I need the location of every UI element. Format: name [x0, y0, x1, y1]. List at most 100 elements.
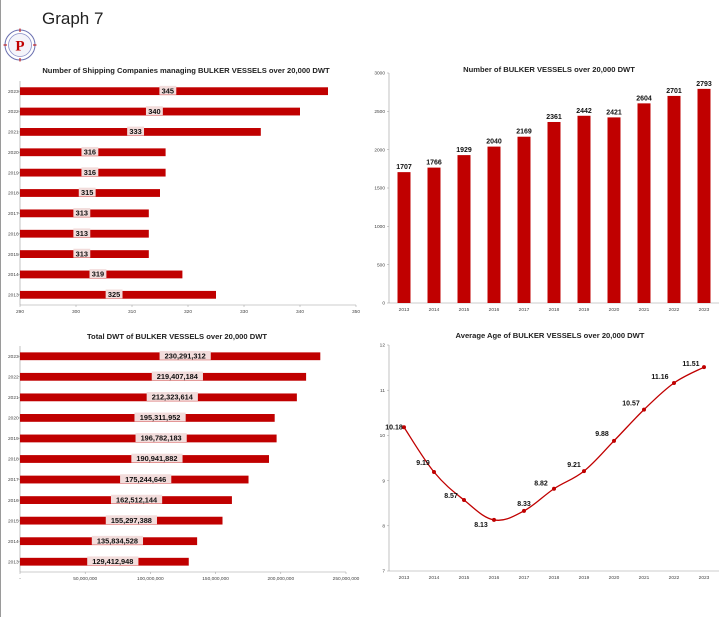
data-label: 313: [76, 229, 88, 238]
bar: [427, 167, 441, 303]
y-tick-label: 2023: [8, 354, 19, 360]
data-label: 316: [84, 147, 96, 156]
y-tick-label: 2019: [8, 436, 19, 442]
data-label-background: [134, 412, 186, 422]
data-label: 195,311,952: [140, 413, 181, 422]
chart-average-age: Average Age of BULKER VESSELS over 20,00…: [380, 331, 719, 581]
bar: [517, 136, 531, 303]
chart-title: Total DWT of BULKER VESSELS over 20,000 …: [87, 332, 267, 341]
data-label: 129,412,948: [92, 557, 133, 566]
bar: [637, 103, 651, 303]
chart-title: Number of Shipping Companies managing BU…: [42, 66, 330, 75]
y-tick-label: 3000: [374, 71, 385, 77]
x-tick-label: 330: [240, 309, 248, 315]
y-tick-label: 7: [382, 569, 385, 575]
x-tick-label: 2014: [429, 575, 440, 581]
x-tick-label: 2023: [699, 307, 710, 313]
data-label-background: [105, 289, 123, 299]
data-label: 10.18: [385, 424, 403, 431]
y-tick-label: 2016: [8, 231, 19, 237]
x-tick-label: 350: [352, 309, 360, 315]
x-tick-label: 320: [184, 309, 192, 315]
bar: [607, 117, 621, 303]
data-label: 2701: [666, 88, 682, 95]
y-tick-label: 2500: [374, 109, 385, 115]
data-label: 315: [81, 188, 93, 197]
data-label: 212,323,614: [152, 393, 194, 402]
y-tick-label: 2014: [8, 272, 19, 278]
y-tick-label: 2020: [8, 150, 19, 156]
data-label-background: [127, 126, 145, 136]
data-label: 313: [76, 249, 88, 258]
chart-shipping-companies: Number of Shipping Companies managing BU…: [8, 66, 360, 315]
y-tick-label: 2015: [8, 252, 19, 258]
x-tick-label: 2014: [429, 307, 440, 313]
data-label: 8.82: [534, 481, 548, 488]
data-label-background: [73, 228, 91, 238]
chart-total-dwt: Total DWT of BULKER VESSELS over 20,000 …: [8, 332, 360, 582]
data-label: 345: [162, 86, 174, 95]
data-label: 11.16: [651, 374, 668, 381]
data-point: [462, 498, 466, 503]
y-tick-label: 2019: [8, 170, 19, 176]
data-label-background: [91, 535, 144, 545]
data-label-background: [110, 494, 163, 504]
bar: [667, 95, 681, 303]
data-point: [672, 380, 676, 385]
y-tick-label: 11: [380, 388, 385, 394]
data-label: 175,244,646: [125, 475, 166, 484]
data-label: 316: [84, 168, 96, 177]
data-label: 8.13: [474, 522, 488, 529]
data-label: 10.57: [622, 401, 640, 408]
y-tick-label: 2016: [8, 498, 19, 504]
data-label: 340: [148, 107, 160, 116]
data-label: 2040: [486, 139, 502, 146]
x-tick-label: 340: [296, 309, 304, 315]
y-tick-label: 12: [380, 343, 386, 349]
x-tick-label: 2013: [399, 575, 410, 581]
x-tick-label: 2021: [639, 575, 650, 581]
x-tick-label: 2018: [549, 307, 560, 313]
y-tick-label: 2000: [374, 147, 385, 153]
data-label: 2604: [636, 95, 652, 102]
y-tick-label: 2018: [8, 191, 19, 197]
x-tick-label: 200,000,000: [267, 576, 294, 582]
y-tick-label: 2015: [8, 518, 19, 524]
data-label-background: [131, 453, 183, 463]
x-tick-label: 300: [72, 309, 80, 315]
data-label: 9.21: [567, 462, 581, 469]
y-tick-label: 2017: [8, 211, 19, 217]
x-tick-label: 2016: [489, 307, 500, 313]
y-tick-label: 2017: [8, 477, 19, 483]
y-tick-label: 2013: [8, 293, 19, 299]
x-tick-label: 50,000,000: [73, 576, 97, 582]
data-label-background: [89, 269, 107, 279]
x-tick-label: 2022: [669, 575, 680, 581]
data-label: 2442: [576, 108, 592, 115]
data-label: 2361: [546, 114, 562, 121]
x-tick-label: 100,000,000: [137, 576, 164, 582]
data-label-background: [135, 433, 187, 443]
data-label: 135,834,528: [97, 536, 138, 545]
chart-title: Number of BULKER VESSELS over 20,000 DWT: [463, 65, 635, 74]
y-tick-label: 8: [382, 524, 385, 530]
x-tick-label: 2013: [399, 307, 410, 313]
page-title: Graph 7: [42, 9, 104, 28]
data-label: 333: [129, 127, 141, 136]
data-label: 155,297,388: [111, 516, 152, 525]
y-tick-label: 500: [377, 262, 385, 268]
bar: [547, 121, 561, 303]
x-tick-label: 2020: [609, 575, 620, 581]
x-tick-label: 2020: [609, 307, 620, 313]
data-point: [642, 407, 646, 412]
data-point: [492, 517, 496, 522]
y-tick-label: 9: [382, 478, 385, 484]
x-tick-label: 150,000,000: [202, 576, 229, 582]
bar: [487, 146, 501, 303]
data-label-background: [120, 474, 172, 484]
y-tick-label: 2014: [8, 539, 19, 545]
x-tick-label: -: [19, 577, 21, 582]
data-label: 8.57: [444, 493, 458, 500]
y-tick-label: 1500: [374, 186, 385, 192]
data-label: 325: [108, 290, 120, 299]
